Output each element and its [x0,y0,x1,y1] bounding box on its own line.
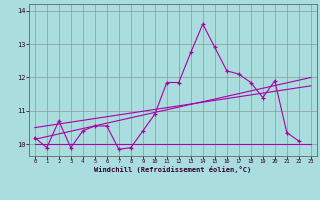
X-axis label: Windchill (Refroidissement éolien,°C): Windchill (Refroidissement éolien,°C) [94,166,252,173]
